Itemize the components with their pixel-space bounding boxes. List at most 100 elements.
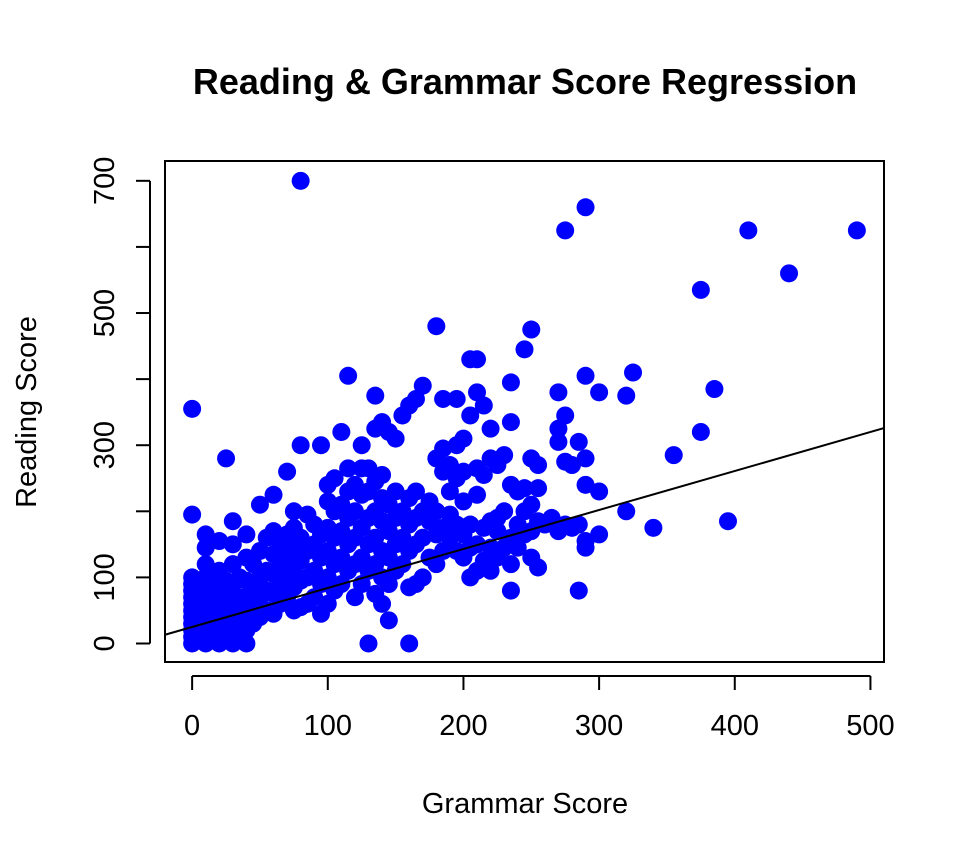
data-point xyxy=(359,459,378,478)
data-point xyxy=(373,465,392,484)
y-tick-label: 700 xyxy=(89,157,121,205)
data-point xyxy=(250,541,269,560)
data-point xyxy=(325,469,344,488)
regression-line xyxy=(164,427,885,636)
chart-title: Reading & Grammar Score Regression xyxy=(193,61,857,102)
data-point xyxy=(237,525,256,544)
data-point xyxy=(576,198,595,217)
data-point xyxy=(556,406,575,425)
data-point xyxy=(461,515,480,534)
data-point xyxy=(332,548,351,567)
data-point xyxy=(250,495,269,514)
data-point xyxy=(291,528,310,547)
data-point xyxy=(529,479,548,498)
data-point xyxy=(318,594,337,613)
data-point xyxy=(549,383,568,402)
data-point xyxy=(406,389,425,408)
data-points xyxy=(183,171,866,653)
data-point xyxy=(576,475,595,494)
data-point xyxy=(434,389,453,408)
data-point xyxy=(495,446,514,465)
data-point xyxy=(427,502,446,521)
data-point xyxy=(549,432,568,451)
data-point xyxy=(576,449,595,468)
data-point xyxy=(413,376,432,395)
data-point xyxy=(474,465,493,484)
data-point xyxy=(522,495,541,514)
data-point xyxy=(291,171,310,190)
data-point xyxy=(318,568,337,587)
data-point xyxy=(339,366,358,385)
x-tick-label: 100 xyxy=(304,710,352,742)
data-point xyxy=(366,528,385,547)
data-point xyxy=(454,462,473,481)
data-point xyxy=(196,555,215,574)
data-point xyxy=(217,449,236,468)
data-point xyxy=(624,363,643,382)
data-point xyxy=(312,436,331,455)
y-axis: 0 100 300 500 700 xyxy=(89,157,151,652)
data-point xyxy=(644,518,663,537)
data-point xyxy=(569,581,588,600)
data-point xyxy=(739,221,758,240)
y-axis-label: Reading Score xyxy=(11,316,43,508)
data-point xyxy=(847,221,866,240)
data-point xyxy=(454,429,473,448)
data-point xyxy=(359,634,378,653)
data-point xyxy=(691,422,710,441)
data-point xyxy=(264,522,283,541)
data-point xyxy=(664,446,683,465)
data-point xyxy=(379,575,398,594)
data-point xyxy=(434,439,453,458)
data-point xyxy=(440,456,459,475)
data-point xyxy=(305,561,324,580)
data-point xyxy=(529,558,548,577)
data-point xyxy=(332,495,351,514)
data-point xyxy=(468,350,487,369)
data-point xyxy=(515,340,534,359)
data-point xyxy=(352,436,371,455)
data-point xyxy=(590,482,609,501)
y-tick-label: 0 xyxy=(89,635,121,651)
x-tick-label: 500 xyxy=(846,710,894,742)
data-point xyxy=(501,373,520,392)
data-point xyxy=(352,548,371,567)
data-point xyxy=(522,320,541,339)
data-point xyxy=(379,611,398,630)
y-tick-label: 300 xyxy=(89,421,121,469)
data-point xyxy=(244,555,263,574)
data-point xyxy=(488,522,507,541)
data-point xyxy=(183,505,202,524)
data-point xyxy=(223,512,242,531)
data-point xyxy=(379,495,398,514)
data-point xyxy=(291,436,310,455)
data-point xyxy=(413,568,432,587)
data-point xyxy=(501,581,520,600)
data-point xyxy=(556,221,575,240)
data-point xyxy=(529,456,548,475)
data-point xyxy=(210,532,229,551)
data-point xyxy=(440,528,459,547)
data-point xyxy=(413,528,432,547)
y-tick-label: 100 xyxy=(89,553,121,601)
data-point xyxy=(196,538,215,557)
data-point xyxy=(393,528,412,547)
data-point xyxy=(617,502,636,521)
data-point xyxy=(468,485,487,504)
data-point xyxy=(332,522,351,541)
data-point xyxy=(223,535,242,554)
data-point xyxy=(549,419,568,438)
data-point xyxy=(373,594,392,613)
data-point xyxy=(406,482,425,501)
data-point xyxy=(515,479,534,498)
data-point xyxy=(447,389,466,408)
data-point xyxy=(393,502,412,521)
data-point xyxy=(718,512,737,531)
data-point xyxy=(427,317,446,336)
data-point xyxy=(474,396,493,415)
data-point xyxy=(481,561,500,580)
x-tick-label: 0 xyxy=(184,710,200,742)
data-point xyxy=(576,366,595,385)
data-point xyxy=(196,525,215,544)
data-point xyxy=(590,525,609,544)
